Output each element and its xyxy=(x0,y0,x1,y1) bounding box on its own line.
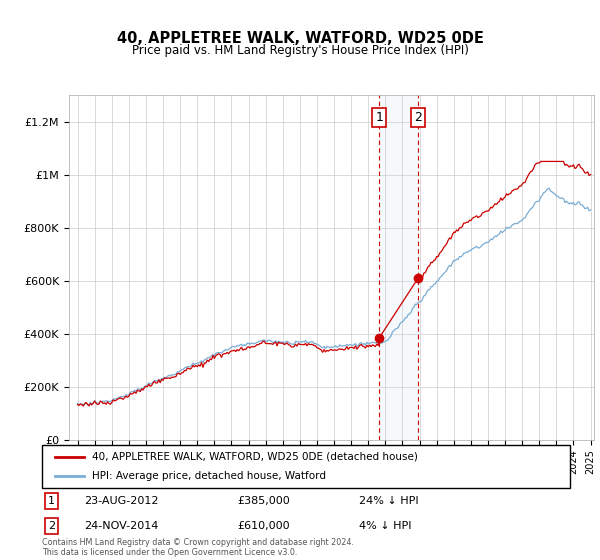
Text: £610,000: £610,000 xyxy=(238,521,290,531)
Text: 40, APPLETREE WALK, WATFORD, WD25 0DE: 40, APPLETREE WALK, WATFORD, WD25 0DE xyxy=(116,31,484,46)
Text: Contains HM Land Registry data © Crown copyright and database right 2024.
This d: Contains HM Land Registry data © Crown c… xyxy=(42,538,354,557)
Text: 1: 1 xyxy=(376,111,383,124)
Text: HPI: Average price, detached house, Watford: HPI: Average price, detached house, Watf… xyxy=(92,471,326,481)
Text: £385,000: £385,000 xyxy=(238,496,290,506)
Text: 24-NOV-2014: 24-NOV-2014 xyxy=(84,521,158,531)
Text: 1: 1 xyxy=(48,496,55,506)
Text: 40, APPLETREE WALK, WATFORD, WD25 0DE (detached house): 40, APPLETREE WALK, WATFORD, WD25 0DE (d… xyxy=(92,452,418,462)
Text: 2: 2 xyxy=(48,521,55,531)
Bar xyxy=(379,95,418,440)
Text: 4% ↓ HPI: 4% ↓ HPI xyxy=(359,521,412,531)
Text: 23-AUG-2012: 23-AUG-2012 xyxy=(84,496,159,506)
Text: 2: 2 xyxy=(414,111,422,124)
Text: Price paid vs. HM Land Registry's House Price Index (HPI): Price paid vs. HM Land Registry's House … xyxy=(131,44,469,57)
Text: 24% ↓ HPI: 24% ↓ HPI xyxy=(359,496,418,506)
